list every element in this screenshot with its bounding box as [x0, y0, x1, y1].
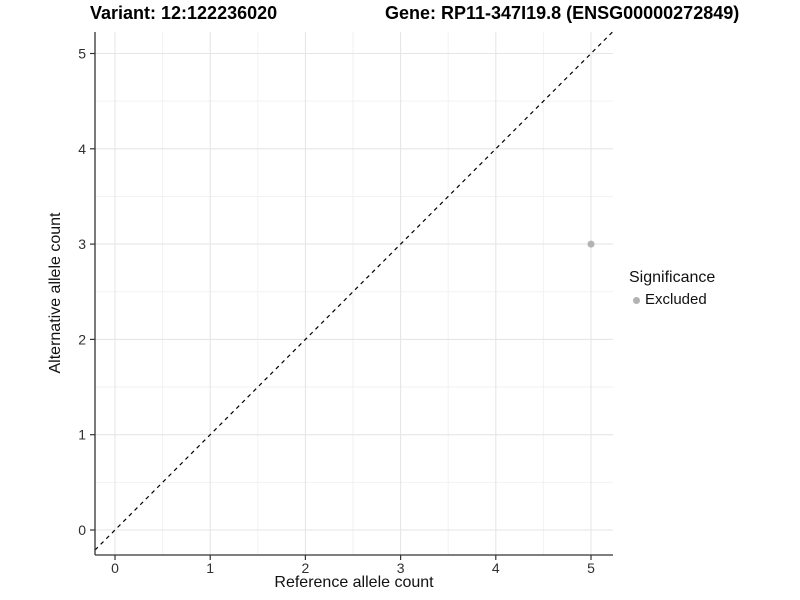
legend-item-label: Excluded	[645, 291, 707, 308]
x-tick-label: 4	[492, 560, 500, 576]
x-tick-label: 5	[587, 560, 595, 576]
variant-title: Variant: 12:122236020	[90, 3, 278, 23]
legend: Significance Excluded	[629, 268, 715, 309]
x-axis-title: Reference allele count	[274, 574, 434, 591]
data-point	[587, 240, 595, 248]
y-tick-label: 5	[78, 46, 86, 62]
y-tick-label: 0	[78, 522, 86, 538]
excluded-point-icon	[633, 296, 640, 304]
legend-title: Significance	[629, 269, 716, 286]
y-tick-label: 1	[78, 427, 86, 443]
x-tick-label: 3	[397, 560, 405, 576]
legend-item-excluded: Excluded	[629, 291, 715, 309]
x-tick-label: 2	[302, 560, 310, 576]
gene-title: Gene: RP11-347I19.8 (ENSG00000272849)	[385, 3, 740, 23]
identity-reference-line	[94, 31, 613, 551]
x-tick-label: 1	[206, 560, 214, 576]
y-tick-label: 2	[78, 331, 86, 347]
x-tick-label: 0	[111, 560, 119, 576]
y-tick-label: 4	[78, 141, 86, 157]
y-axis-title: Alternative allele count	[47, 212, 64, 374]
y-tick-label: 3	[78, 236, 86, 252]
